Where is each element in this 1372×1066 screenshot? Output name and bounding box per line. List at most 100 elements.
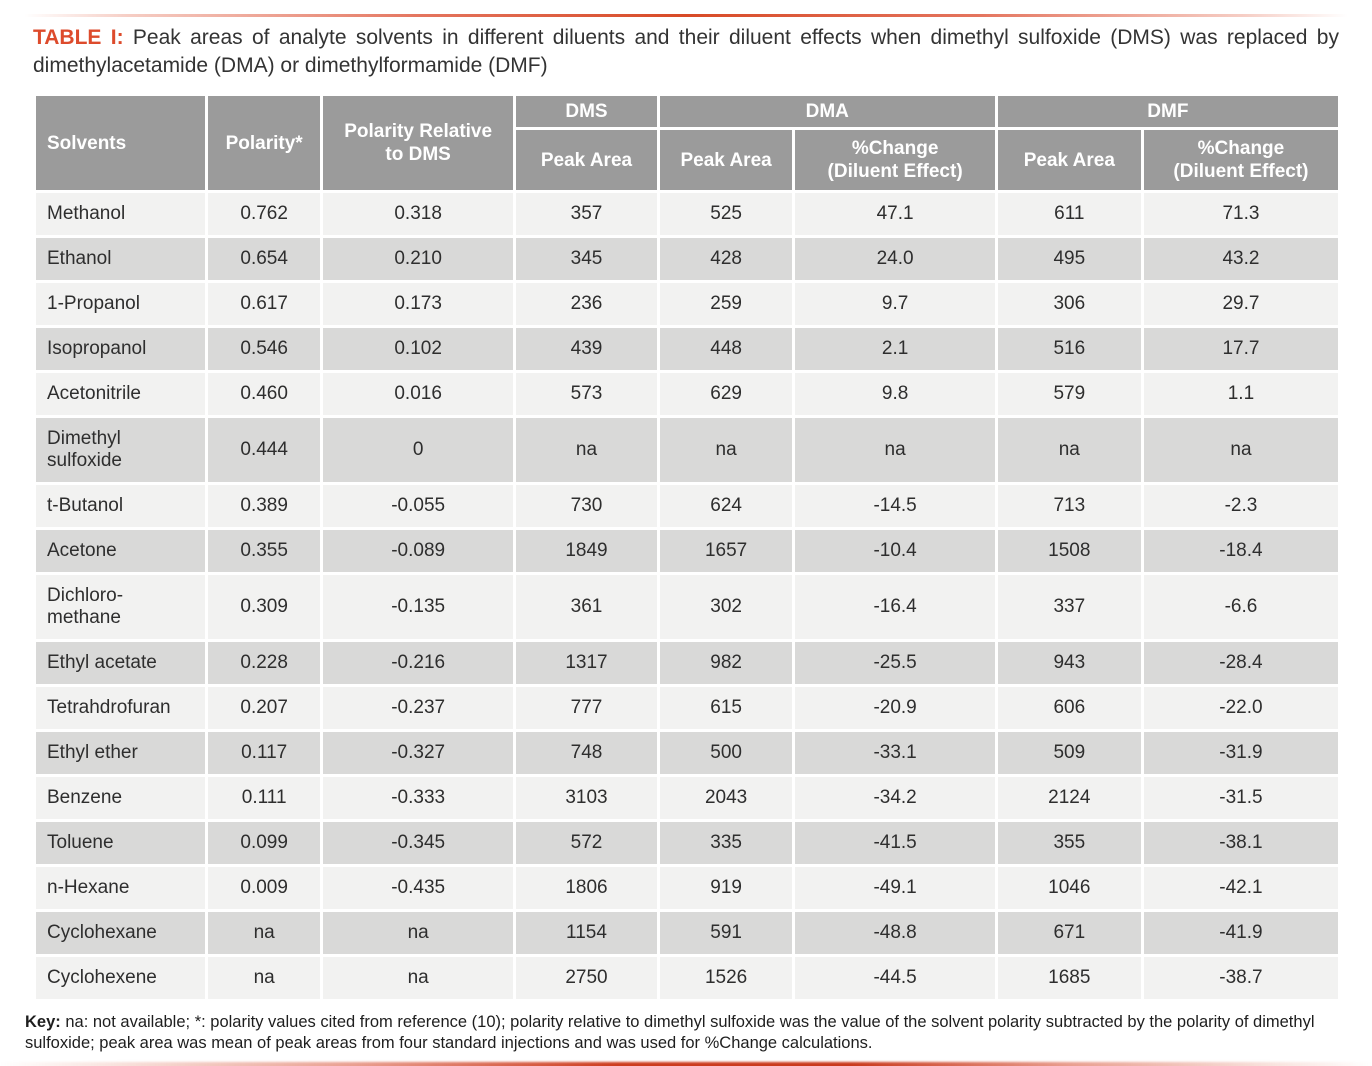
value-cell: 2.1	[792, 325, 998, 373]
value-cell: -49.1	[792, 864, 998, 912]
value-cell: -31.5	[1140, 774, 1342, 822]
table-body: Methanol 0.762 0.318 357 525 47.1 611 71.3 Ethan…	[32, 190, 1342, 1002]
value-cell: 572	[513, 819, 660, 867]
table-row: Acetonitrile 0.460 0.016 573 629 9.8 579 1.1	[32, 370, 1342, 418]
value-cell: na	[205, 909, 324, 957]
value-cell: 591	[656, 909, 796, 957]
value-cell: -28.4	[1140, 639, 1342, 687]
value-cell: na	[513, 415, 660, 485]
value-cell: -20.9	[792, 684, 998, 732]
value-cell: 9.7	[792, 280, 998, 328]
table-row: Ethyl ether 0.117 -0.327 748 500 -33.1 509 -31.…	[32, 729, 1342, 777]
solvent-name-cell: Methanol	[32, 190, 209, 238]
value-cell: 355	[994, 819, 1144, 867]
col-header-solvents: Solvents	[32, 93, 209, 193]
value-cell: -41.9	[1140, 909, 1342, 957]
value-cell: 573	[513, 370, 660, 418]
table-caption-text: Peak areas of analyte solvents in differ…	[33, 26, 1339, 77]
value-cell: 525	[656, 190, 796, 238]
value-cell: 0.617	[205, 280, 324, 328]
value-cell: 0.173	[320, 280, 517, 328]
value-cell: 0.228	[205, 639, 324, 687]
col-header-dma-peak-area: Peak Area	[656, 127, 796, 193]
solvent-name-cell: Toluene	[32, 819, 209, 867]
header-sub-row: Peak Area Peak Area %Change (Diluent Eff…	[35, 127, 1342, 193]
value-cell: -0.345	[320, 819, 517, 867]
table-key-label: Key:	[25, 1013, 61, 1031]
value-cell: 509	[994, 729, 1144, 777]
value-cell: 236	[513, 280, 660, 328]
value-cell: 748	[513, 729, 660, 777]
solvent-name-cell: n-Hexane	[32, 864, 209, 912]
value-cell: 71.3	[1140, 190, 1342, 238]
top-accent-rule	[24, 14, 1348, 17]
table-key-text: na: not available; *: polarity values ci…	[25, 1013, 1315, 1052]
solvent-name-cell: Tetrahdrofuran	[32, 684, 209, 732]
value-cell: -34.2	[792, 774, 998, 822]
value-cell: 0.009	[205, 864, 324, 912]
value-cell: 47.1	[792, 190, 998, 238]
solvent-name-cell: Ethyl ether	[32, 729, 209, 777]
value-cell: 0.546	[205, 325, 324, 373]
solvent-name-cell: Cyclohexene	[32, 954, 209, 1002]
value-cell: 611	[994, 190, 1144, 238]
table-row: 1-Propanol 0.617 0.173 236 259 9.7 306 29.7	[32, 280, 1342, 328]
table-row: Cyclohexene na na 2750 1526 -44.5 1685 -38.7	[32, 954, 1342, 1002]
value-cell: 0.102	[320, 325, 517, 373]
table-row: t-Butanol 0.389 -0.055 730 624 -14.5 713 -2.3	[32, 482, 1342, 530]
value-cell: 1685	[994, 954, 1144, 1002]
value-cell: -0.333	[320, 774, 517, 822]
value-cell: -14.5	[792, 482, 998, 530]
value-cell: -41.5	[792, 819, 998, 867]
value-cell: 0	[320, 415, 517, 485]
value-cell: 2750	[513, 954, 660, 1002]
table-row: Isopropanol 0.546 0.102 439 448 2.1 516 17.7	[32, 325, 1342, 373]
value-cell: 0.111	[205, 774, 324, 822]
value-cell: 448	[656, 325, 796, 373]
group-header-dma: DMA	[656, 93, 998, 130]
table-caption-label: TABLE I:	[33, 26, 124, 49]
value-cell: -18.4	[1140, 527, 1342, 575]
value-cell: 624	[656, 482, 796, 530]
value-cell: -0.216	[320, 639, 517, 687]
table-row: Tetrahdrofuran 0.207 -0.237 777 615 -20.9 606-…	[32, 684, 1342, 732]
value-cell: 0.016	[320, 370, 517, 418]
solvent-name-cell: t-Butanol	[32, 482, 209, 530]
value-cell: 0.389	[205, 482, 324, 530]
value-cell: 671	[994, 909, 1144, 957]
value-cell: 0.117	[205, 729, 324, 777]
col-header-dma-pct-change: %Change (Diluent Effect)	[792, 127, 998, 193]
table-row: Dichloro- methane 0.309 -0.135 361 302 -16.4 3…	[32, 572, 1342, 642]
value-cell: 0.762	[205, 190, 324, 238]
value-cell: -0.135	[320, 572, 517, 642]
value-cell: 9.8	[792, 370, 998, 418]
value-cell: -38.1	[1140, 819, 1342, 867]
value-cell: -22.0	[1140, 684, 1342, 732]
table-row: Toluene 0.099 -0.345 572 335 -41.5 355 -38.1	[32, 819, 1342, 867]
value-cell: -48.8	[792, 909, 998, 957]
group-header-dms: DMS	[513, 93, 660, 130]
value-cell: 982	[656, 639, 796, 687]
value-cell: na	[656, 415, 796, 485]
value-cell: 306	[994, 280, 1144, 328]
value-cell: 730	[513, 482, 660, 530]
value-cell: 439	[513, 325, 660, 373]
value-cell: na	[1140, 415, 1342, 485]
table-row: Ethanol 0.654 0.210 345 428 24.0 495 43.2	[32, 235, 1342, 283]
value-cell: 1657	[656, 527, 796, 575]
value-cell: 713	[994, 482, 1144, 530]
header-group-row: Solvents Polarity* Polarity Relative to …	[32, 93, 1342, 193]
value-cell: 500	[656, 729, 796, 777]
value-cell: 1849	[513, 527, 660, 575]
value-cell: 3103	[513, 774, 660, 822]
table-row: Acetone 0.355 -0.089 1849 1657 -10.4 1508 -18.4	[32, 527, 1342, 575]
value-cell: -33.1	[792, 729, 998, 777]
solvent-name-cell: Acetonitrile	[32, 370, 209, 418]
value-cell: na	[792, 415, 998, 485]
solvent-name-cell: Isopropanol	[32, 325, 209, 373]
value-cell: 2043	[656, 774, 796, 822]
value-cell: 777	[513, 684, 660, 732]
value-cell: 0.207	[205, 684, 324, 732]
col-header-dms-peak-area: Peak Area	[513, 127, 660, 193]
value-cell: -2.3	[1140, 482, 1342, 530]
